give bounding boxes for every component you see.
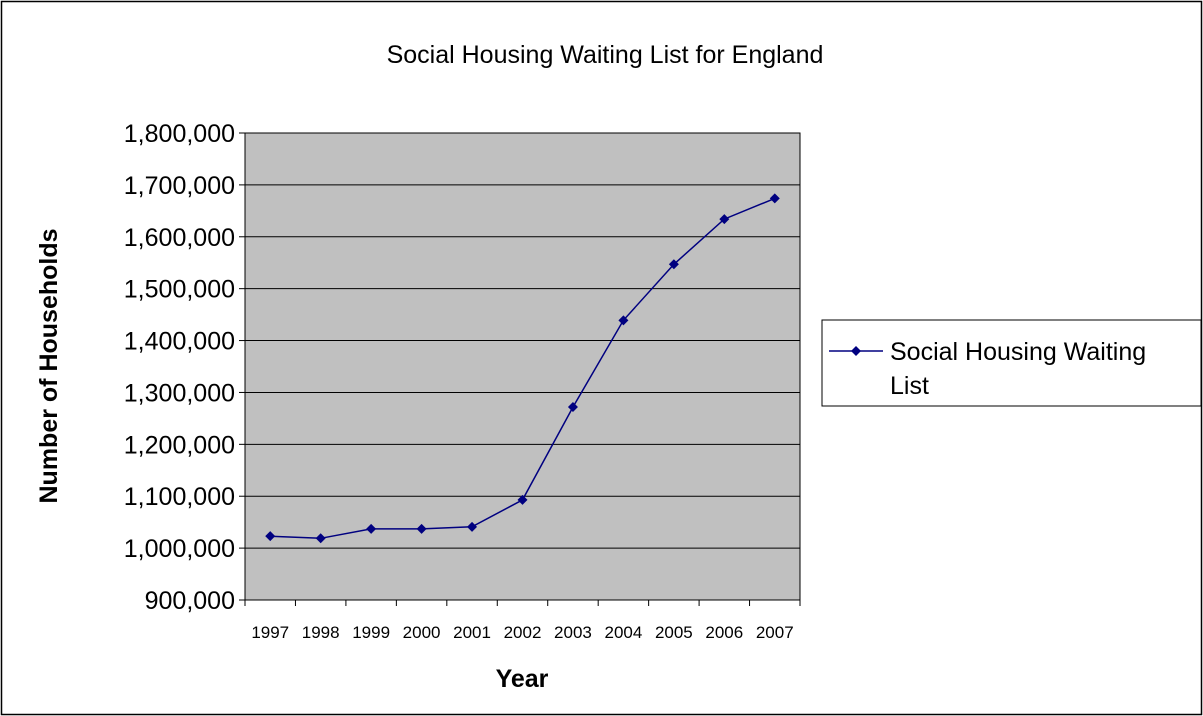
legend-marker xyxy=(851,346,861,356)
data-point xyxy=(416,523,427,534)
x-tick-label: 1999 xyxy=(352,623,390,642)
y-tick-label: 1,000,000 xyxy=(124,535,235,563)
data-point xyxy=(315,533,326,544)
x-tick-label: 2006 xyxy=(705,623,743,642)
x-tick-label: 2007 xyxy=(756,623,794,642)
plot-border xyxy=(244,132,801,601)
y-tick-label: 1,400,000 xyxy=(124,328,235,356)
x-tick-label: 2004 xyxy=(604,623,642,642)
data-point xyxy=(467,521,478,532)
legend-label-line1: Social Housing Waiting xyxy=(890,338,1146,366)
plot-background xyxy=(245,133,800,600)
y-tick-label: 900,000 xyxy=(145,587,235,615)
x-tick-label: 2005 xyxy=(655,623,693,642)
legend-label-line2: List xyxy=(890,372,929,400)
x-tick-label: 1997 xyxy=(251,623,289,642)
y-tick-label: 1,700,000 xyxy=(124,172,235,200)
y-tick-label: 1,600,000 xyxy=(124,224,235,252)
chart-title: Social Housing Waiting List for England xyxy=(387,41,824,69)
y-tick-label: 1,800,000 xyxy=(124,120,235,148)
data-point xyxy=(769,193,780,204)
data-point xyxy=(517,494,528,505)
x-tick-label: 2001 xyxy=(453,623,491,642)
data-point xyxy=(265,531,276,542)
x-axis-title: Year xyxy=(496,665,549,693)
data-point xyxy=(366,523,377,534)
y-tick-label: 1,500,000 xyxy=(124,276,235,304)
data-point xyxy=(567,401,578,412)
x-tick-label: 2002 xyxy=(504,623,542,642)
y-tick-label: 1,100,000 xyxy=(124,483,235,511)
plot-area: 900,000 1,000,000 1,100,000 1,200,000 1,300,… xyxy=(124,120,801,642)
x-tick-label: 2003 xyxy=(554,623,592,642)
x-tick-label: 1998 xyxy=(302,623,340,642)
y-axis-title: Number of Households xyxy=(35,228,63,503)
y-tick-label: 1,300,000 xyxy=(124,379,235,407)
legend-box xyxy=(821,319,1202,407)
y-tick-label: 1,200,000 xyxy=(124,431,235,459)
legend: Social Housing Waiting List xyxy=(821,319,1202,407)
x-tick-label: 2000 xyxy=(403,623,441,642)
data-point xyxy=(668,259,679,270)
data-point xyxy=(719,214,730,225)
data-point xyxy=(618,315,629,326)
